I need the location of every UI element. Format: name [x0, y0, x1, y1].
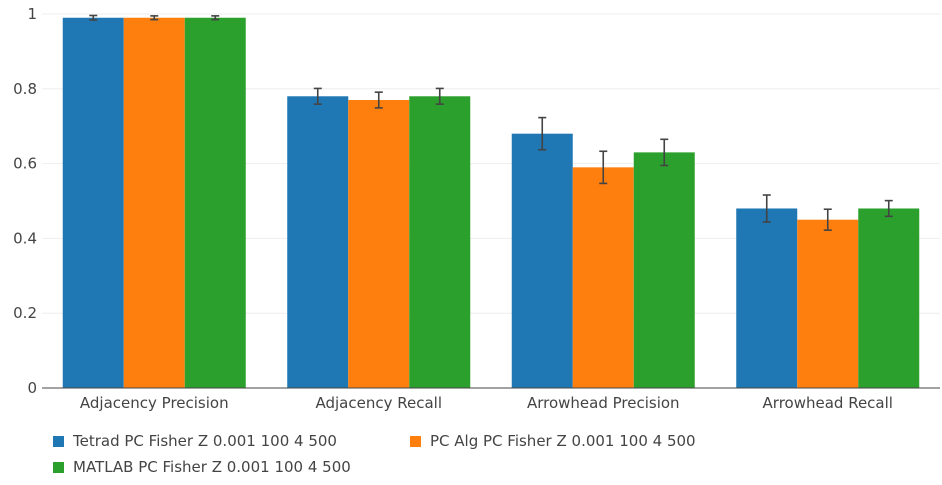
y-tick-label: 0.4: [13, 229, 37, 247]
legend-label: PC Alg PC Fisher Z 0.001 100 4 500: [430, 432, 696, 450]
legend-label: Tetrad PC Fisher Z 0.001 100 4 500: [72, 432, 337, 450]
bar: [633, 152, 695, 388]
x-tick-label: Arrowhead Precision: [527, 394, 680, 412]
bar: [184, 17, 246, 389]
legend: Tetrad PC Fisher Z 0.001 100 4 500 PC Alg…: [53, 432, 696, 476]
axes: 0 0.2 0.4 0.6 0.8 1 Adjacency Precision Adjacen…: [13, 5, 940, 412]
legend-swatch: [410, 436, 421, 447]
legend-swatch: [53, 462, 64, 473]
legend-label: MATLAB PC Fisher Z 0.001 100 4 500: [73, 458, 351, 476]
y-tick-label: 0.8: [13, 80, 37, 98]
x-tick-label: Adjacency Precision: [80, 394, 229, 412]
x-tick-label: Arrowhead Recall: [763, 394, 893, 412]
y-tick-label: 0: [27, 379, 37, 397]
bar: [348, 100, 410, 389]
bars: [62, 17, 920, 389]
y-tick-label: 0.2: [13, 304, 37, 322]
bar: [409, 96, 471, 388]
bar: [287, 96, 349, 388]
bar: [797, 219, 859, 388]
bar: [62, 17, 124, 389]
error-bars: [89, 14, 893, 231]
bar: [123, 17, 185, 389]
bar: [511, 133, 573, 388]
legend-swatch: [53, 436, 64, 447]
bar: [858, 208, 920, 388]
bar: [736, 208, 798, 388]
y-tick-label: 0.6: [13, 155, 37, 173]
bar: [572, 167, 634, 388]
x-tick-label: Adjacency Recall: [315, 394, 442, 412]
y-tick-label: 1: [27, 5, 37, 23]
